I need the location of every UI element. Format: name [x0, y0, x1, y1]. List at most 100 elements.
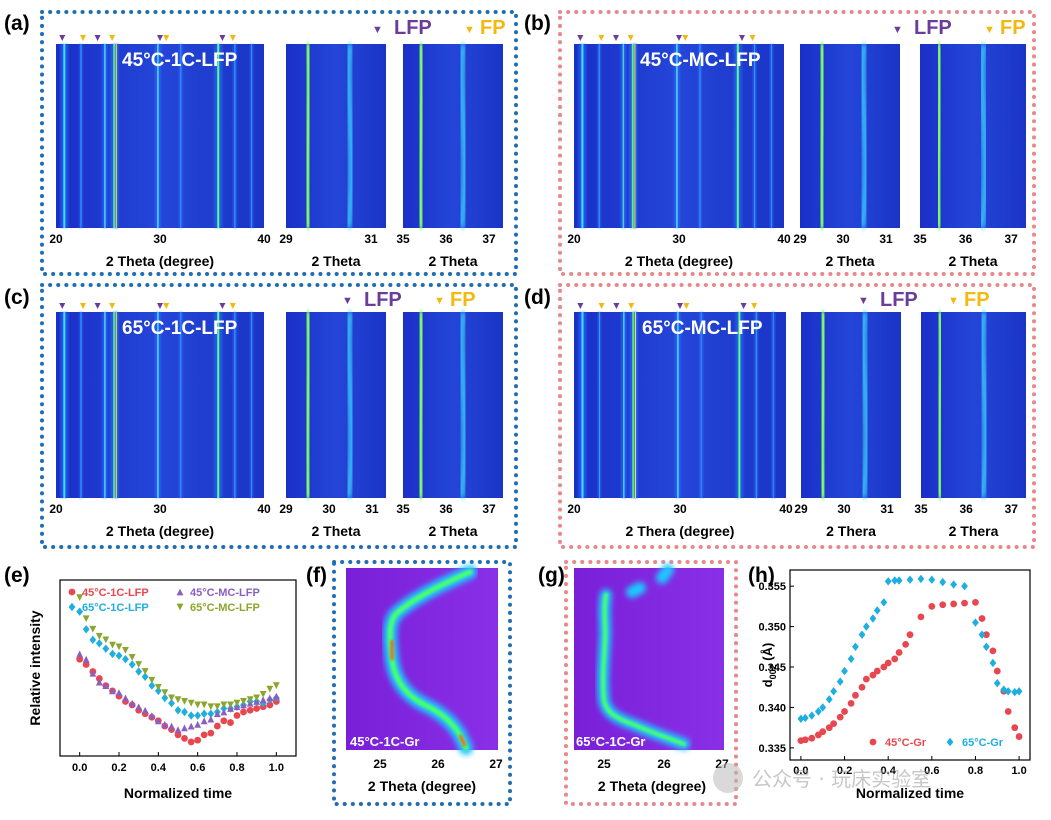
data-point [801, 713, 809, 723]
fp-marker [80, 35, 87, 41]
y-tick-label: 0.350 [758, 622, 786, 634]
panel-f-box [332, 560, 512, 806]
fp-marker: ▼ [984, 24, 995, 36]
watermark: 公众号 · 玩床实验室 [713, 763, 931, 793]
tick-label: 30 [673, 502, 687, 516]
diffraction-peak [978, 43, 989, 229]
x-tick-label: 0.6 [190, 762, 205, 774]
diffraction-peak [234, 312, 236, 498]
x-axis-label: 2 Theta [311, 523, 360, 539]
data-point [154, 686, 162, 696]
data-point [220, 701, 228, 709]
data-point [950, 600, 958, 608]
legend-label: 45°C-Gr [885, 737, 927, 749]
x-tick-label: 0.2 [111, 762, 126, 774]
heatmap-zoom [286, 312, 386, 498]
data-point [122, 647, 129, 654]
data-point [993, 678, 1001, 688]
tick-label: 36 [439, 232, 453, 246]
legend-label: 45°C-MC-LFP [190, 587, 260, 599]
panel-h-chart: 0.0 0.2 0.4 0.6 0.8 1.0 0.335 0.340 0.345 0.350 0.… [758, 569, 1031, 801]
diffraction-peak [979, 311, 989, 499]
x-axis-label: 2 Theta (degree) [625, 253, 733, 269]
panel-a-title: 45°C-1C-LFP [122, 50, 238, 71]
diffraction-peak [700, 312, 702, 498]
lfp-marker [739, 35, 745, 41]
y-axis-label: Relative intensity [27, 610, 43, 725]
data-point [213, 710, 221, 718]
legend-c: ▼ LFP ▼ FP [342, 289, 476, 311]
panel-c-heatmaps: 65°C-1C-LFP 20 30 40 29 30 31 35 36 37 2 Theta (de… [49, 303, 503, 539]
data-point [939, 577, 947, 587]
diffraction-peak [634, 44, 636, 228]
legend-a: ▼ LFP ▼ FP [372, 17, 506, 39]
data-point [891, 655, 899, 663]
tick-label: 40 [257, 502, 271, 516]
data-point [240, 698, 247, 705]
data-point [830, 687, 838, 696]
tick-label: 35 [396, 232, 410, 246]
data-point [174, 706, 182, 715]
data-point [253, 705, 261, 712]
panel-g-tick: 25 [597, 757, 611, 771]
diffraction-peak [754, 44, 756, 228]
data-point [220, 704, 228, 713]
panel-g-box [564, 560, 738, 806]
data-point [858, 683, 866, 691]
x-axis-label: 2 Thera [949, 523, 999, 539]
data-point [819, 728, 827, 736]
data-point [884, 659, 892, 667]
panel-a-box [40, 10, 518, 276]
data-point [141, 668, 149, 675]
x-axis-label: 2 Theta [428, 253, 477, 269]
tick-label: 20 [567, 232, 581, 246]
panel-a-heatmaps: 45°C-1C-LFP 20 30 40 29 31 35 36 37 2 Theta (degr… [49, 35, 503, 269]
x-tick-label: 1.0 [269, 762, 284, 774]
tick-label: 30 [153, 502, 167, 516]
data-point [89, 669, 97, 677]
data-point [841, 666, 848, 676]
diffraction-peak [623, 312, 625, 498]
data-point [181, 724, 188, 732]
lfp-marker [219, 303, 226, 309]
tick-label: 36 [959, 502, 973, 516]
data-point [102, 644, 110, 653]
data-point [141, 672, 149, 681]
data-point [128, 699, 136, 707]
panel-b-label: (b) [524, 12, 551, 35]
diffraction-peak [598, 312, 600, 498]
fp-marker [109, 35, 116, 41]
data-point [906, 631, 914, 639]
data-point [122, 655, 129, 664]
panel-f-xlabel: 2 Theta (degree) [368, 778, 476, 794]
data-point [246, 699, 254, 707]
data-point [266, 685, 274, 693]
diffraction-peak [180, 312, 182, 498]
tick-label: 31 [364, 232, 378, 246]
y-tick-label: 0.340 [758, 702, 786, 714]
data-point [917, 574, 925, 584]
plot-frame [59, 579, 297, 757]
data-point [109, 641, 116, 649]
lfp-marker [94, 303, 101, 309]
data-point [181, 735, 188, 742]
data-point [847, 700, 855, 707]
tick-label: 35 [396, 502, 410, 516]
tick-label: 30 [153, 232, 167, 246]
y-tick-label: 0.355 [758, 581, 786, 593]
x-tick-label: 0.0 [793, 765, 808, 777]
panel-g-tick: 26 [657, 757, 671, 771]
lfp-legend-label: LFP [914, 17, 952, 39]
data-point [207, 729, 215, 737]
tick-label: 35 [913, 232, 927, 246]
data-point [187, 699, 195, 707]
fp-marker [682, 35, 689, 41]
data-point [187, 722, 195, 730]
contour-background [574, 568, 724, 750]
legend-marker [869, 738, 877, 746]
panel-e-chart: 0.0 0.2 0.4 0.6 0.8 1.0 Normalized time Relativ… [27, 579, 297, 801]
data-point [982, 631, 990, 639]
data-point [830, 720, 838, 728]
data-point [272, 682, 280, 689]
tick-label: 35 [914, 502, 928, 516]
